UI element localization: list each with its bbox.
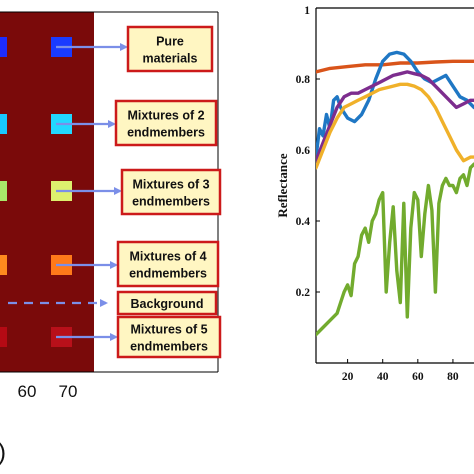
y-tick-label: 0.2 [296, 287, 311, 299]
series-line-3 [316, 70, 474, 163]
x-tick-label: 60 [18, 382, 37, 401]
x-tick-label: 60 [412, 371, 424, 383]
y-tick-label: 0.6 [296, 145, 311, 157]
row-label: Pure [156, 35, 184, 49]
y-tick-label: 0.4 [296, 216, 311, 228]
pixel-left [0, 114, 7, 134]
row-label: Background [131, 297, 204, 311]
row-label: materials [143, 52, 198, 66]
label-box [116, 240, 220, 288]
label-box [116, 290, 218, 316]
pixel-left [0, 181, 7, 201]
x-tick-label: 80 [447, 371, 459, 383]
row-label: endmembers [127, 126, 205, 140]
series-line-1 [316, 59, 474, 74]
panel-label: ) [0, 439, 6, 466]
row-label: Mixtures of 5 [130, 323, 207, 337]
label-box [120, 168, 222, 216]
y-axis-label: Reflectance [275, 153, 290, 217]
series-group [316, 50, 474, 337]
row-label: endmembers [129, 267, 207, 281]
x-tick-label: 40 [377, 371, 389, 383]
x-tick-label: 70 [59, 382, 78, 401]
label-box [116, 315, 222, 359]
series-line-5 [316, 162, 474, 337]
series-line-4 [316, 82, 474, 170]
mixtures-map-panel: Pure materials Mixtures of 2 endmembers Mixt… [0, 11, 222, 466]
row-label: endmembers [130, 340, 208, 354]
label-box [126, 25, 214, 73]
y-tick-label-top: 1 [304, 5, 310, 17]
row-label: Mixtures of 2 [127, 109, 204, 123]
reflectance-chart-panel: 0.2 0.4 0.6 0.8 1 20 40 60 80 Reflectance [275, 5, 474, 383]
pixel-left [0, 327, 7, 347]
row-label: endmembers [132, 195, 210, 209]
row-label: Mixtures of 3 [132, 178, 209, 192]
row-label: Mixtures of 4 [129, 250, 206, 264]
x-tick-label: 20 [342, 371, 354, 383]
label-box [114, 99, 218, 147]
pixel-left [0, 255, 7, 275]
pixel-left [0, 37, 7, 57]
y-tick-label: 0.8 [296, 74, 311, 86]
